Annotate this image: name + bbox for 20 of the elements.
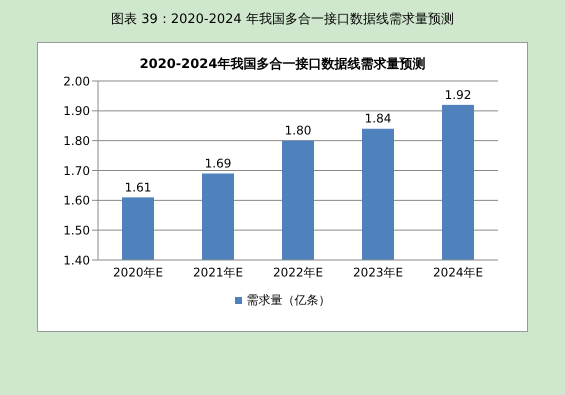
y-tick-label: 2.00 [63, 74, 90, 88]
x-tick-label: 2023年E [352, 266, 404, 280]
y-tick-label: 1.60 [63, 194, 90, 208]
data-label: 1.61 [124, 180, 152, 194]
data-label: 1.92 [444, 88, 472, 102]
chart-title: 2020-2024年我国多合一接口数据线需求量预测 [138, 56, 426, 73]
x-tick-label: 2020年E [112, 266, 164, 280]
y-tick-label: 1.50 [63, 223, 90, 238]
x-tick-label: 2021年E [192, 266, 244, 280]
y-tick-label: 1.40 [63, 253, 90, 268]
chart-subtitle: 图表 39：2020-2024 年我国多合一接口数据线需求量预测 [110, 11, 455, 28]
legend-label: 需求量（亿条） [246, 292, 330, 309]
y-tick-label: 1.80 [63, 134, 90, 148]
x-tick-label: 2022年E [272, 266, 324, 280]
data-label: 1.80 [284, 124, 312, 138]
x-tick-label: 2024年E [432, 266, 484, 280]
y-tick-label: 1.70 [63, 164, 90, 178]
data-label: 1.84 [364, 112, 392, 126]
data-label: 1.69 [204, 156, 232, 170]
y-tick-label: 1.90 [63, 104, 90, 118]
